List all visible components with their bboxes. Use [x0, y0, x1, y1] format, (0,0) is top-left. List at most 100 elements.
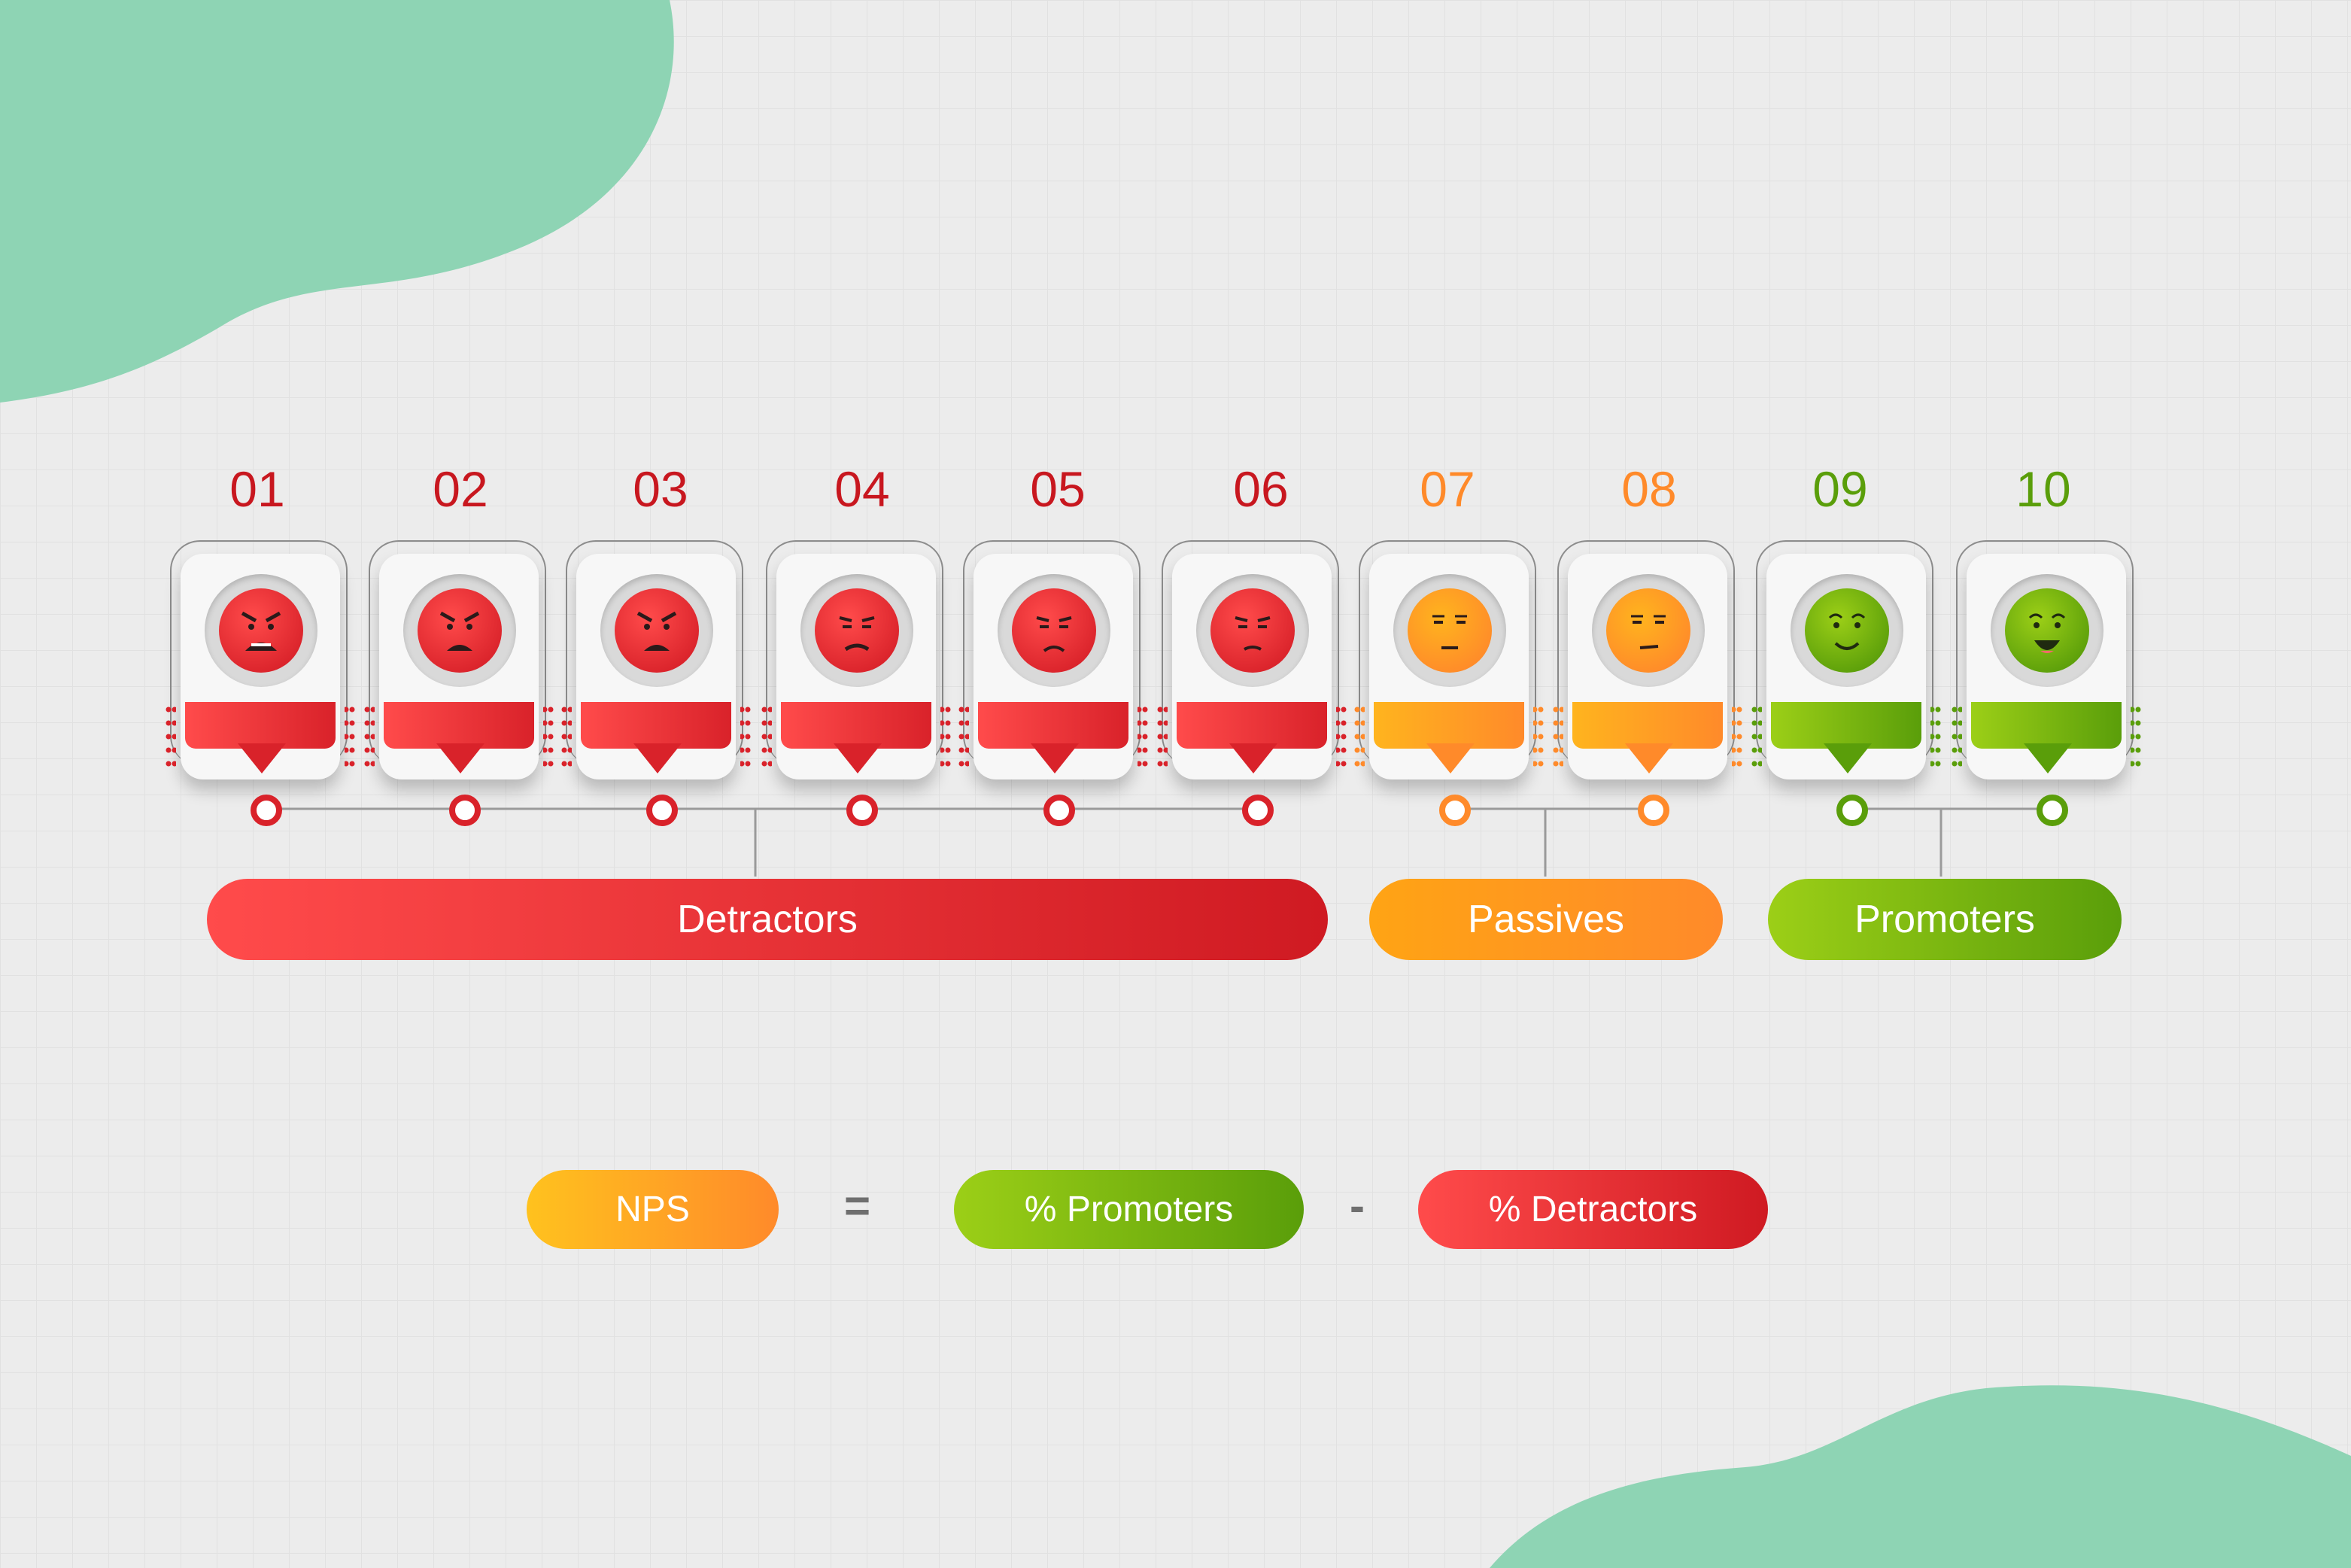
- percent-promoters-label: % Promoters: [1024, 1190, 1234, 1229]
- face-ring: [403, 574, 516, 687]
- card-tab: [1374, 702, 1524, 749]
- dotted-edge: [940, 707, 951, 767]
- dotted-edge: [1533, 707, 1544, 767]
- face-ring: [205, 574, 317, 687]
- card-tab-arrow: [1625, 743, 1673, 773]
- card-tab: [384, 702, 534, 749]
- dotted-edge: [543, 707, 554, 767]
- dotted-edge: [1138, 707, 1148, 767]
- dotted-edge: [561, 707, 572, 767]
- nps-pill: NPS: [527, 1170, 779, 1249]
- card-tab-arrow: [633, 743, 682, 773]
- score-card: [1952, 540, 2141, 782]
- connector-node: [1836, 795, 1868, 826]
- dotted-edge: [166, 707, 176, 767]
- card-frame: [566, 540, 743, 766]
- card-tab: [781, 702, 931, 749]
- score-number: 06: [1233, 461, 1289, 517]
- score-card: [561, 540, 751, 782]
- card-tab-arrow: [1229, 743, 1277, 773]
- dotted-edge: [1751, 707, 1762, 767]
- angry-face-icon: [615, 588, 699, 673]
- dotted-edge: [1732, 707, 1742, 767]
- nps-label: NPS: [615, 1190, 690, 1229]
- equals-sign: =: [844, 1181, 871, 1231]
- dotted-edge: [345, 707, 355, 767]
- passives-pill: Passives: [1369, 879, 1723, 960]
- card-frame: [766, 540, 943, 766]
- top-left-blob: [0, 0, 674, 403]
- card-frame: [1956, 540, 2134, 766]
- promoters-label: Promoters: [1854, 898, 2035, 941]
- card-tab: [1177, 702, 1327, 749]
- score-card: [1751, 540, 1941, 782]
- card-tab: [1572, 702, 1723, 749]
- card-frame: [1557, 540, 1735, 766]
- score-number: 04: [834, 461, 890, 517]
- card-frame: [369, 540, 546, 766]
- dotted-edge: [2131, 707, 2141, 767]
- face-ring: [1393, 574, 1506, 687]
- card-frame: [1162, 540, 1339, 766]
- card-tab-arrow: [238, 743, 286, 773]
- card-tab-arrow: [1031, 743, 1079, 773]
- score-card: [761, 540, 951, 782]
- happy-face-icon: [2005, 588, 2089, 673]
- score-card: [166, 540, 355, 782]
- detractors-label: Detractors: [677, 898, 858, 941]
- dotted-edge: [761, 707, 772, 767]
- card-tab: [1971, 702, 2122, 749]
- card-tab-arrow: [834, 743, 882, 773]
- percent-detractors-pill: % Detractors: [1418, 1170, 1768, 1249]
- card-tab: [581, 702, 731, 749]
- card-frame: [1359, 540, 1536, 766]
- connector-node: [2037, 795, 2068, 826]
- score-card: [958, 540, 1148, 782]
- face-ring: [998, 574, 1110, 687]
- score-number: 05: [1030, 461, 1086, 517]
- dotted-edge: [1930, 707, 1941, 767]
- connector-node: [449, 795, 481, 826]
- face-ring: [1592, 574, 1705, 687]
- score-card: [1553, 540, 1742, 782]
- card-tab: [1771, 702, 1921, 749]
- sad-face-icon: [1012, 588, 1096, 673]
- score-card: [364, 540, 554, 782]
- furious-face-icon: [219, 588, 303, 673]
- card-tab: [185, 702, 336, 749]
- connector-node: [1439, 795, 1471, 826]
- dotted-edge: [1952, 707, 1962, 767]
- connector-node: [646, 795, 678, 826]
- percent-promoters-pill: % Promoters: [954, 1170, 1304, 1249]
- dotted-edge: [958, 707, 969, 767]
- card-frame: [963, 540, 1141, 766]
- smile-face-icon: [1805, 588, 1889, 673]
- face-ring: [800, 574, 913, 687]
- score-number: 01: [229, 461, 285, 517]
- connector-node: [1242, 795, 1274, 826]
- card-tab-arrow: [2024, 743, 2072, 773]
- neutral-face-icon: [1408, 588, 1492, 673]
- connector-node: [846, 795, 878, 826]
- card-frame: [170, 540, 348, 766]
- score-number: 02: [433, 461, 488, 517]
- card-tab-arrow: [436, 743, 484, 773]
- detractors-pill: Detractors: [207, 879, 1328, 960]
- connector-node: [1638, 795, 1669, 826]
- connector-node: [251, 795, 282, 826]
- face-ring: [600, 574, 713, 687]
- face-ring: [1196, 574, 1309, 687]
- card-tab-arrow: [1426, 743, 1475, 773]
- connector-node: [1043, 795, 1075, 826]
- card-frame: [1756, 540, 1933, 766]
- score-number: 07: [1420, 461, 1475, 517]
- score-number: 10: [2015, 461, 2071, 517]
- upset-face-icon: [815, 588, 899, 673]
- dotted-edge: [1157, 707, 1168, 767]
- score-card: [1157, 540, 1347, 782]
- score-number: 08: [1621, 461, 1677, 517]
- dotted-edge: [364, 707, 375, 767]
- card-tab: [978, 702, 1128, 749]
